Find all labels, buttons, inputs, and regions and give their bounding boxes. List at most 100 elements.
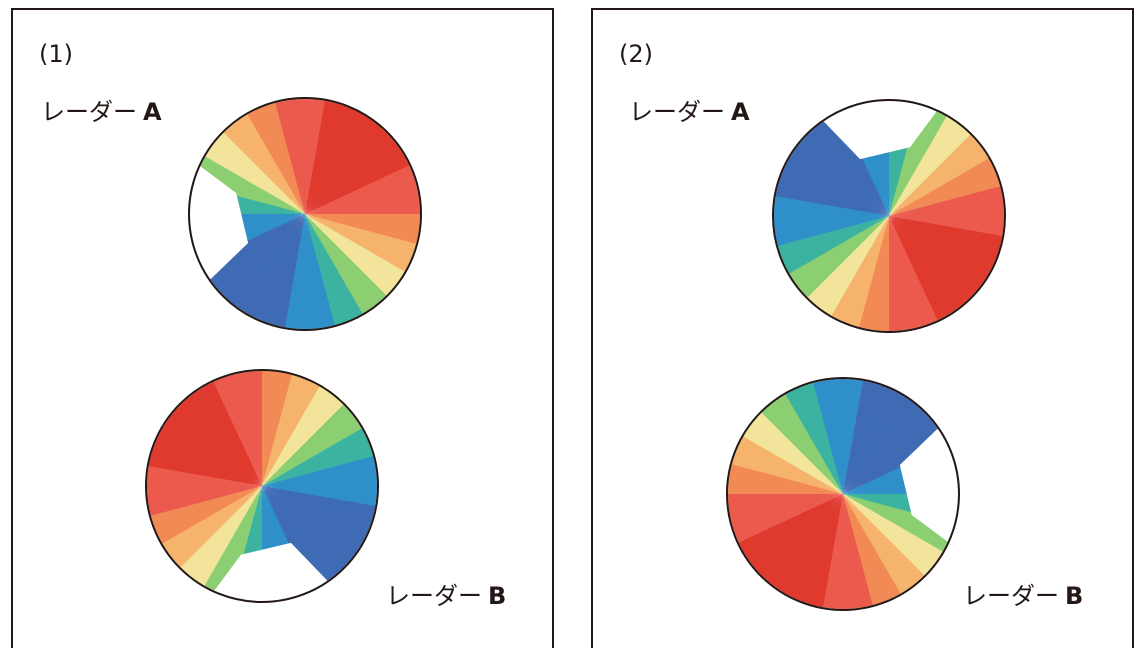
velocity-sector xyxy=(740,494,843,562)
velocity-sector xyxy=(804,216,889,307)
velocity-sector xyxy=(305,203,420,216)
velocity-sector xyxy=(305,214,336,329)
velocity-sector xyxy=(262,389,339,486)
velocity-sector xyxy=(305,214,373,317)
velocity-sector xyxy=(843,494,919,592)
velocity-sector xyxy=(264,99,305,214)
velocity-sector xyxy=(728,492,843,505)
velocity-sector xyxy=(220,214,305,305)
velocity-sector xyxy=(728,494,843,535)
radar-label-letter: B xyxy=(488,582,507,610)
velocity-sector xyxy=(828,216,889,323)
velocity-sector xyxy=(740,425,843,494)
velocity-sector xyxy=(155,425,262,486)
velocity-sector xyxy=(193,486,262,589)
velocity-sector xyxy=(843,383,894,494)
velocity-sector xyxy=(262,410,360,486)
velocity-sector xyxy=(778,165,889,216)
velocity-sector xyxy=(843,494,893,606)
velocity-sector xyxy=(797,216,889,300)
velocity-sector xyxy=(202,145,305,214)
radar-label-kana: レーダー xyxy=(963,582,1059,610)
velocity-sector xyxy=(889,195,1004,216)
velocity-sector xyxy=(213,214,305,298)
velocity-sector xyxy=(843,494,950,555)
velocity-sector xyxy=(262,465,377,486)
velocity-sector xyxy=(147,486,262,527)
velocity-sector xyxy=(305,214,355,326)
velocity-sector xyxy=(211,486,262,597)
velocity-sector xyxy=(305,117,382,214)
radar-disc xyxy=(772,99,1006,333)
velocity-sector xyxy=(889,175,1004,216)
radar-b-doppler-image xyxy=(725,376,961,612)
velocity-sector xyxy=(305,164,417,214)
velocity-sector xyxy=(305,214,346,329)
velocity-sector xyxy=(751,494,843,578)
velocity-sector xyxy=(832,379,845,494)
velocity-sector xyxy=(154,486,262,545)
radar-a-label: レーダー A xyxy=(629,92,750,127)
velocity-sector xyxy=(889,216,992,285)
velocity-sector xyxy=(305,173,420,214)
velocity-sector xyxy=(305,214,412,275)
velocity-sector xyxy=(792,494,843,605)
velocity-sector xyxy=(889,105,940,216)
velocity-sector xyxy=(262,379,323,486)
velocity-sector xyxy=(305,103,356,214)
velocity-sector xyxy=(843,494,927,586)
velocity-sector xyxy=(305,214,389,306)
velocity-sector xyxy=(305,193,420,214)
velocity-sector xyxy=(889,216,973,308)
panel-number: (1) xyxy=(39,40,73,68)
velocity-sector xyxy=(150,486,262,536)
velocity-sector xyxy=(843,391,912,494)
velocity-sector xyxy=(843,494,902,602)
velocity-sector xyxy=(784,386,843,494)
velocity-sector xyxy=(305,214,408,283)
velocity-sector xyxy=(262,486,369,547)
velocity-sector xyxy=(889,119,966,216)
velocity-sector xyxy=(303,214,316,329)
radar-range-ring xyxy=(772,99,1006,333)
velocity-sector xyxy=(305,146,408,214)
velocity-sector xyxy=(305,214,402,291)
velocity-sector xyxy=(305,155,413,214)
velocity-sector xyxy=(889,205,1004,218)
velocity-sector xyxy=(164,486,262,562)
velocity-sector xyxy=(178,394,262,486)
velocity-sector xyxy=(786,216,889,284)
velocity-sector xyxy=(843,418,941,494)
velocity-sector xyxy=(244,214,305,321)
velocity-sector xyxy=(766,494,843,591)
velocity-sector xyxy=(889,216,920,331)
velocity-sector xyxy=(207,214,305,290)
velocity-sector xyxy=(262,486,338,584)
velocity-sector xyxy=(775,391,843,494)
velocity-sector xyxy=(305,214,326,329)
velocity-sector xyxy=(229,116,305,214)
velocity-sector xyxy=(262,427,370,486)
velocity-sector xyxy=(843,494,911,597)
velocity-sector xyxy=(786,147,889,216)
radar-label-letter: B xyxy=(1065,582,1084,610)
velocity-sector xyxy=(198,153,305,214)
velocity-sector xyxy=(752,409,843,494)
velocity-sector xyxy=(251,371,264,486)
velocity-sector xyxy=(305,138,403,214)
velocity-sector xyxy=(194,163,305,214)
velocity-sector xyxy=(774,494,843,597)
velocity-sector xyxy=(793,382,843,494)
velocity-sector xyxy=(165,409,262,486)
velocity-sector xyxy=(841,494,854,609)
radar-b-doppler-image xyxy=(144,368,380,604)
velocity-sector xyxy=(732,443,843,494)
no-echo-region xyxy=(820,101,940,160)
velocity-sector xyxy=(843,494,940,571)
velocity-sector xyxy=(843,410,935,494)
velocity-sector xyxy=(802,379,843,494)
velocity-sector xyxy=(781,216,889,275)
velocity-sector xyxy=(843,426,946,494)
velocity-sector xyxy=(758,494,843,585)
velocity-sector xyxy=(274,99,305,214)
